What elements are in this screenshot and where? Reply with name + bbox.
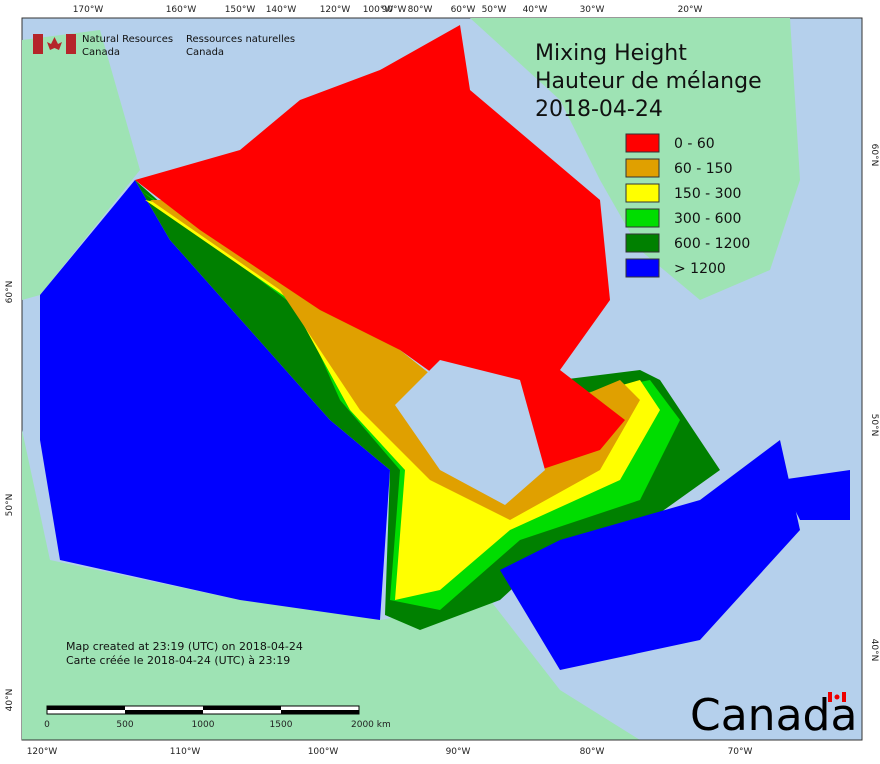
graticule-label: 60°N	[5, 281, 15, 304]
wordmark: Canada	[690, 690, 857, 741]
scale-segment	[281, 710, 359, 714]
map-title: Hauteur de mélange	[535, 69, 762, 94]
graticule-label: 120°W	[27, 747, 58, 757]
legend-swatch	[625, 133, 660, 153]
department-en: Canada	[82, 47, 120, 58]
graticule-label: 70°W	[728, 747, 753, 757]
legend-label: > 1200	[674, 261, 726, 277]
graticule-label: 40°W	[523, 5, 548, 15]
graticule-label: 80°W	[580, 747, 605, 757]
map-title: 2018-04-24	[535, 97, 663, 122]
legend-label: 150 - 300	[674, 186, 741, 202]
graticule-label: 50°W	[482, 5, 507, 15]
legend-swatch	[625, 258, 660, 278]
scale-label: 1000	[192, 720, 215, 730]
legend-swatch	[625, 208, 660, 228]
graticule-label: 30°W	[580, 5, 605, 15]
legend-label: 0 - 60	[674, 136, 715, 152]
scale-bar: 0 500 1000 1500 2000 km	[44, 705, 391, 730]
graticule-label: 120°W	[320, 5, 351, 15]
legend-swatch	[625, 183, 660, 203]
graticule-label: 140°W	[266, 5, 297, 15]
legend-swatch	[625, 233, 660, 253]
graticule-label: 60°W	[451, 5, 476, 15]
scale-label: 500	[116, 720, 133, 730]
graticule-label: 90°W	[446, 747, 471, 757]
scale-label: 0	[44, 720, 50, 730]
scale-segment	[203, 706, 281, 710]
graticule-label: 90°W	[382, 5, 407, 15]
graticule-label: 170°W	[73, 5, 104, 15]
graticule-label: 50°N	[5, 494, 15, 517]
department-en: Natural Resources	[82, 34, 173, 45]
legend-label: 300 - 600	[674, 211, 741, 227]
credit-line: Map created at 23:19 (UTC) on 2018-04-24	[66, 640, 303, 653]
graticule-label: 150°W	[225, 5, 256, 15]
credit-line: Carte créée le 2018-04-24 (UTC) à 23:19	[66, 654, 290, 667]
scale-segment	[47, 706, 125, 710]
graticule-label: 80°W	[408, 5, 433, 15]
graticule-label: 50°N	[869, 414, 879, 437]
department-fr: Canada	[186, 47, 224, 58]
flag-logo	[33, 34, 76, 54]
land	[22, 18, 850, 740]
graticule-label: 160°W	[166, 5, 197, 15]
graticule-label: 40°N	[869, 639, 879, 662]
scale-label: 2000 km	[351, 720, 391, 730]
graticule-label: 40°N	[5, 689, 15, 712]
legend-label: 60 - 150	[674, 161, 733, 177]
scale-label: 1500	[270, 720, 293, 730]
department-fr: Ressources naturelles	[186, 34, 295, 45]
wordmark-flag	[828, 692, 846, 702]
graticule-label: 60°N	[869, 144, 879, 167]
graticule-label: 100°W	[363, 5, 394, 15]
graticule-label: 100°W	[308, 747, 339, 757]
graticule-label: 20°W	[678, 5, 703, 15]
legend-label: 600 - 1200	[674, 236, 750, 252]
map-title: Mixing Height	[535, 41, 687, 66]
legend-swatch	[625, 158, 660, 178]
scale-segment	[125, 710, 203, 714]
graticule-label: 110°W	[170, 747, 201, 757]
